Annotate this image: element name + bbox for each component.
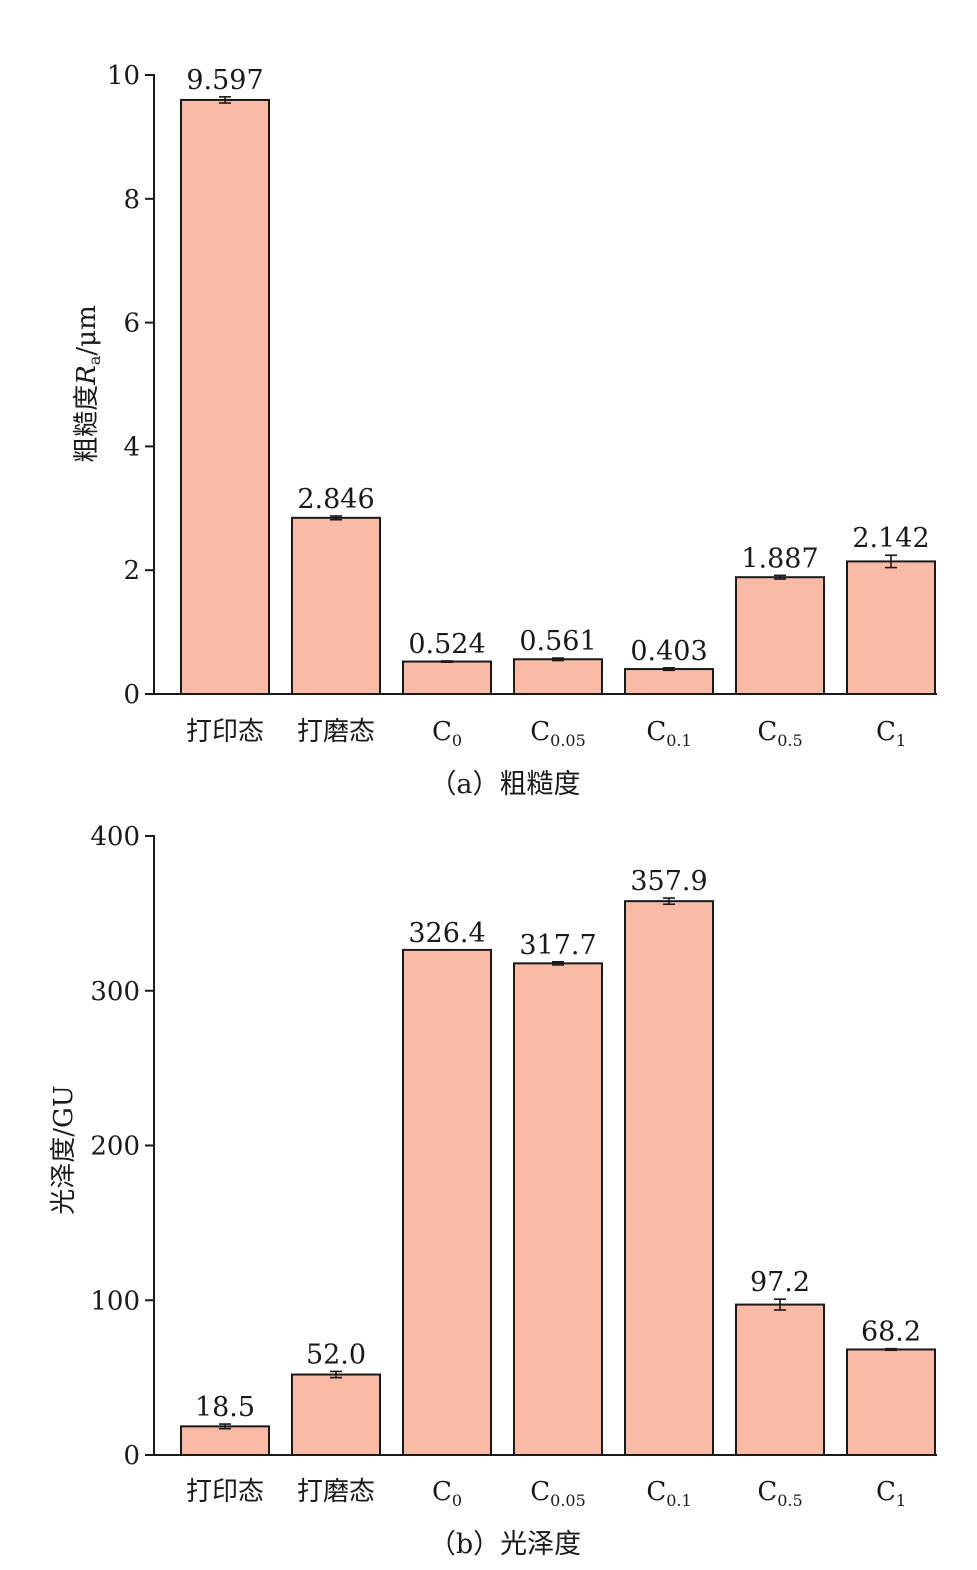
y-tick-label: 400	[90, 822, 140, 852]
category-label-subscript: 1	[896, 1491, 906, 1510]
category-label-subscript: 1	[896, 731, 906, 750]
bar	[180, 98, 270, 696]
bar	[735, 576, 825, 695]
category-label-main: C	[530, 717, 550, 747]
chart-1: 010020030040018.5打印态52.0打磨态326.4C0317.7C…	[49, 822, 937, 1560]
figure-caption: （a）粗糙度	[429, 769, 580, 800]
category-label-subscript: 0.1	[666, 731, 691, 750]
bar	[291, 516, 381, 695]
data-label: 317.7	[519, 930, 596, 961]
data-label: 1.887	[741, 543, 818, 574]
data-label: 2.846	[297, 484, 374, 515]
category-label-main: 打磨态	[297, 717, 375, 747]
category-label-subscript: 0	[452, 1491, 462, 1510]
category-label: C0.05	[530, 717, 586, 750]
data-label: 0.403	[630, 636, 707, 667]
category-label-main: C	[876, 1477, 896, 1507]
category-label: 打磨态	[297, 717, 375, 747]
category-label-subscript: 0.5	[777, 1491, 802, 1510]
category-label: C0.1	[646, 717, 691, 750]
y-tick-label: 100	[90, 1286, 140, 1316]
bar	[402, 948, 492, 1456]
data-label: 97.2	[750, 1267, 810, 1298]
data-label: 357.9	[630, 866, 707, 897]
bar	[846, 1348, 936, 1456]
category-label: 打磨态	[297, 1477, 375, 1507]
bar	[735, 1303, 825, 1457]
category-label: C0.05	[530, 1477, 586, 1510]
bar	[846, 560, 936, 696]
category-label-subscript: 0.5	[777, 731, 802, 750]
y-axis-title: 光泽度/GU	[49, 1085, 79, 1214]
y-axis-title-main: 粗糙度	[72, 385, 102, 463]
data-label: 68.2	[861, 1317, 921, 1348]
category-label: C1	[876, 1477, 906, 1510]
category-label-main: 打磨态	[297, 1477, 375, 1507]
bar	[291, 1373, 381, 1457]
bar	[513, 962, 603, 1456]
bar	[513, 658, 603, 696]
y-tick-label: 4	[123, 432, 140, 462]
data-label: 326.4	[408, 918, 485, 949]
y-tick-label: 200	[90, 1132, 140, 1162]
data-label: 0.524	[408, 629, 485, 660]
category-label: C0	[432, 717, 462, 750]
y-axis-title-symbol: R	[72, 365, 102, 386]
category-label: C0.1	[646, 1477, 691, 1510]
category-label-main: C	[432, 1477, 452, 1507]
y-axis-title: 粗糙度Ra/μm	[72, 305, 104, 462]
y-axis-title-subscript: a	[85, 355, 104, 365]
y-tick-label: 0	[123, 680, 140, 710]
category-label-main: C	[646, 717, 666, 747]
category-label: 打印态	[186, 717, 264, 747]
category-label-main: 打印态	[186, 717, 264, 747]
category-label: C0.5	[757, 1477, 802, 1510]
data-label: 0.561	[519, 626, 596, 657]
category-label: C0	[432, 1477, 462, 1510]
category-label: C1	[876, 717, 906, 750]
y-axis-title-unit: /μm	[72, 305, 102, 355]
data-label: 9.597	[186, 65, 263, 96]
bar	[624, 900, 714, 1456]
data-label: 52.0	[306, 1339, 366, 1370]
bar	[180, 1425, 270, 1456]
y-axis-title-main: 光泽度/GU	[49, 1085, 79, 1214]
bar	[402, 660, 492, 695]
category-label-main: 打印态	[186, 1477, 264, 1507]
category-label-subscript: 0.05	[550, 731, 586, 750]
y-tick-label: 300	[90, 977, 140, 1007]
category-label-main: C	[646, 1477, 666, 1507]
y-tick-label: 8	[123, 185, 140, 215]
category-label-main: C	[757, 717, 777, 747]
y-tick-label: 6	[123, 309, 140, 339]
category-label-main: C	[757, 1477, 777, 1507]
category-label-main: C	[530, 1477, 550, 1507]
category-label-subscript: 0.1	[666, 1491, 691, 1510]
category-label-main: C	[876, 717, 896, 747]
data-label: 18.5	[195, 1392, 255, 1423]
category-label: C0.5	[757, 717, 802, 750]
category-label: 打印态	[186, 1477, 264, 1507]
y-tick-label: 0	[123, 1441, 140, 1471]
bar	[624, 668, 714, 696]
category-label-main: C	[432, 717, 452, 747]
category-label-subscript: 0	[452, 731, 462, 750]
data-label: 2.142	[852, 523, 929, 554]
y-tick-label: 2	[123, 556, 140, 586]
y-tick-label: 10	[107, 61, 140, 91]
category-label-subscript: 0.05	[550, 1491, 586, 1510]
figure-caption: （b）光泽度	[429, 1529, 581, 1560]
